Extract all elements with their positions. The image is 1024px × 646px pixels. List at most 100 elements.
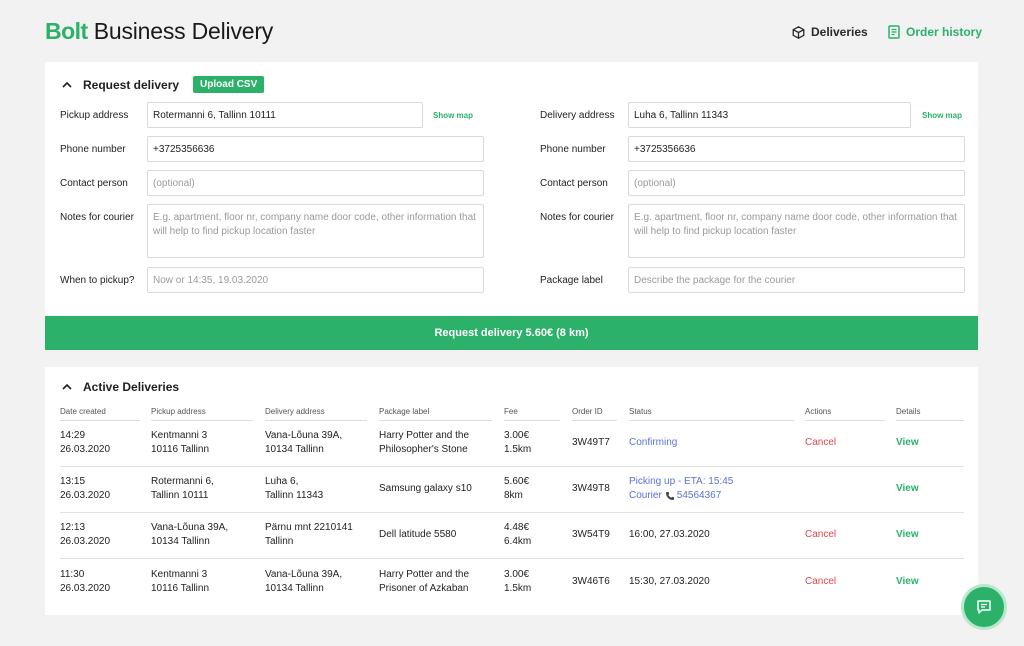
package-label-label: Package label bbox=[540, 275, 603, 286]
chat-button[interactable] bbox=[961, 584, 1007, 630]
row-package-line1: Harry Potter and the bbox=[379, 569, 470, 580]
row-package-line1: Dell latitude 5580 bbox=[379, 529, 457, 540]
row-delivery-line2: 10134 Tallinn bbox=[265, 583, 324, 594]
pickup-address-input[interactable]: Rotermanni 6, Tallinn 10111 bbox=[147, 102, 423, 128]
delivery-show-map-link[interactable]: Show map bbox=[922, 111, 963, 120]
column-header-date[interactable]: Date created bbox=[60, 407, 140, 421]
row-divider bbox=[60, 466, 964, 467]
row-fee: 3.00€ bbox=[504, 569, 530, 580]
row-fee: 3.00€ bbox=[504, 430, 530, 441]
delivery-notes-textarea[interactable]: E.g. apartment, floor nr, company name d… bbox=[628, 204, 965, 258]
column-header-package[interactable]: Package label bbox=[379, 407, 492, 421]
pickup-show-map-link[interactable]: Show map bbox=[433, 111, 474, 120]
row-date: 26.03.2020 bbox=[60, 583, 111, 594]
active-deliveries-card: Active Deliveries Date created Pickup ad… bbox=[45, 367, 978, 615]
row-package-line1: Samsung galaxy s10 bbox=[379, 483, 472, 494]
row-date: 26.03.2020 bbox=[60, 536, 111, 547]
brand[interactable]: Bolt Business Delivery bbox=[45, 18, 273, 45]
column-header-actions[interactable]: Actions bbox=[805, 407, 885, 421]
column-header-delivery[interactable]: Delivery address bbox=[265, 407, 367, 421]
row-package-line2: Philosopher's Stone bbox=[379, 444, 468, 455]
column-header-fee[interactable]: Fee bbox=[504, 407, 560, 421]
delivery-phone-input[interactable]: +3725356636 bbox=[628, 136, 965, 162]
pickup-when-input[interactable]: Now or 14:35, 19.03.2020 bbox=[147, 267, 484, 293]
row-fee: 4.48€ bbox=[504, 522, 530, 533]
upload-csv-button[interactable]: Upload CSV bbox=[193, 76, 265, 93]
pickup-notes-label: Notes for courier bbox=[60, 212, 134, 223]
row-pickup-line1: Kentmanni 3 bbox=[151, 430, 208, 441]
row-cancel-button[interactable]: Cancel bbox=[805, 576, 837, 587]
delivery-contact-input[interactable]: (optional) bbox=[628, 170, 965, 196]
pickup-contact-input[interactable]: (optional) bbox=[147, 170, 484, 196]
row-view-link[interactable]: View bbox=[896, 483, 919, 494]
row-time: 13:15 bbox=[60, 476, 86, 487]
row-pickup-line2: 10116 Tallinn bbox=[151, 583, 210, 594]
row-view-link[interactable]: View bbox=[896, 437, 919, 448]
row-pickup-line2: Tallinn 10111 bbox=[151, 490, 209, 501]
row-package-line1: Harry Potter and the bbox=[379, 430, 470, 441]
row-date: 26.03.2020 bbox=[60, 490, 111, 501]
nav-deliveries-label: Deliveries bbox=[811, 25, 868, 39]
column-header-order-id[interactable]: Order ID bbox=[572, 407, 617, 421]
request-delivery-title: Request delivery bbox=[83, 77, 180, 92]
row-pickup-line2: 10116 Tallinn bbox=[151, 444, 210, 455]
column-header-pickup[interactable]: Pickup address bbox=[151, 407, 253, 421]
row-view-link[interactable]: View bbox=[896, 529, 919, 540]
row-delivery-line1: Luha 6, bbox=[265, 476, 299, 487]
courier-label: Courier bbox=[629, 490, 662, 501]
row-distance: 1.5km bbox=[504, 444, 532, 455]
pickup-notes-textarea[interactable]: E.g. apartment, floor nr, company name d… bbox=[147, 204, 484, 258]
delivery-phone-label: Phone number bbox=[540, 144, 606, 155]
nav-deliveries[interactable]: Deliveries bbox=[792, 25, 868, 39]
request-delivery-button[interactable]: Request delivery 5.60€ (8 km) bbox=[45, 316, 978, 350]
row-delivery-line1: Pärnu mnt 2210141 bbox=[265, 522, 353, 533]
row-pickup-line1: Rotermanni 6, bbox=[151, 476, 214, 487]
delivery-address-input[interactable]: Luha 6, Tallinn 11343 bbox=[628, 102, 911, 128]
bolt-logo: Bolt bbox=[45, 18, 88, 44]
row-cancel-button[interactable]: Cancel bbox=[805, 437, 837, 448]
active-deliveries-header[interactable]: Active Deliveries bbox=[61, 380, 179, 394]
row-date: 26.03.2020 bbox=[60, 444, 111, 455]
row-delivery-line1: Vana-Lõuna 39A, bbox=[265, 569, 343, 580]
row-status: 16:00, 27.03.2020 bbox=[629, 529, 710, 540]
delivery-address-label: Delivery address bbox=[540, 110, 615, 121]
chat-icon bbox=[977, 600, 991, 614]
row-view-link[interactable]: View bbox=[896, 576, 919, 587]
active-deliveries-title: Active Deliveries bbox=[83, 380, 180, 394]
row-distance: 6.4km bbox=[504, 536, 532, 547]
row-order-id: 3W54T9 bbox=[572, 529, 610, 540]
nav-order-history[interactable]: Order history bbox=[888, 25, 982, 39]
column-header-details[interactable]: Details bbox=[896, 407, 964, 421]
row-divider bbox=[60, 512, 964, 513]
row-status: 15:30, 27.03.2020 bbox=[629, 576, 710, 587]
row-divider bbox=[60, 558, 964, 559]
row-distance: 1.5km bbox=[504, 583, 532, 594]
box-icon bbox=[792, 25, 805, 39]
row-delivery-line1: Vana-Lõuna 39A, bbox=[265, 430, 343, 441]
row-time: 12:13 bbox=[60, 522, 86, 533]
package-label-input[interactable]: Describe the package for the courier bbox=[628, 267, 965, 293]
row-time: 11:30 bbox=[60, 569, 85, 580]
row-cancel-button[interactable]: Cancel bbox=[805, 529, 837, 540]
receipt-icon bbox=[888, 25, 900, 39]
app-title: Business Delivery bbox=[93, 18, 274, 44]
row-time: 14:29 bbox=[60, 430, 86, 441]
courier-phone-link[interactable]: 54564367 bbox=[676, 490, 722, 501]
row-pickup-line1: Kentmanni 3 bbox=[151, 569, 208, 580]
chevron-up-icon[interactable] bbox=[61, 79, 73, 91]
row-status: Picking up - ETA: 15:45 bbox=[629, 476, 734, 487]
row-order-id: 3W49T7 bbox=[572, 437, 610, 448]
chevron-up-icon[interactable] bbox=[61, 381, 73, 393]
row-delivery-line2: Tallinn bbox=[265, 536, 294, 547]
row-courier[interactable]: Courier 54564367 bbox=[629, 489, 721, 503]
pickup-contact-label: Contact person bbox=[60, 178, 128, 189]
column-header-status[interactable]: Status bbox=[629, 407, 794, 421]
pickup-phone-input[interactable]: +3725356636 bbox=[147, 136, 484, 162]
app-header: Bolt Business Delivery Deliveries Order … bbox=[0, 0, 1024, 62]
row-order-id: 3W49T8 bbox=[572, 483, 610, 494]
delivery-contact-label: Contact person bbox=[540, 178, 608, 189]
nav-order-history-label: Order history bbox=[906, 25, 983, 39]
pickup-address-label: Pickup address bbox=[60, 110, 129, 121]
request-delivery-header[interactable]: Request delivery Upload CSV bbox=[61, 76, 265, 93]
row-package-line2: Prisoner of Azkaban bbox=[379, 583, 469, 594]
